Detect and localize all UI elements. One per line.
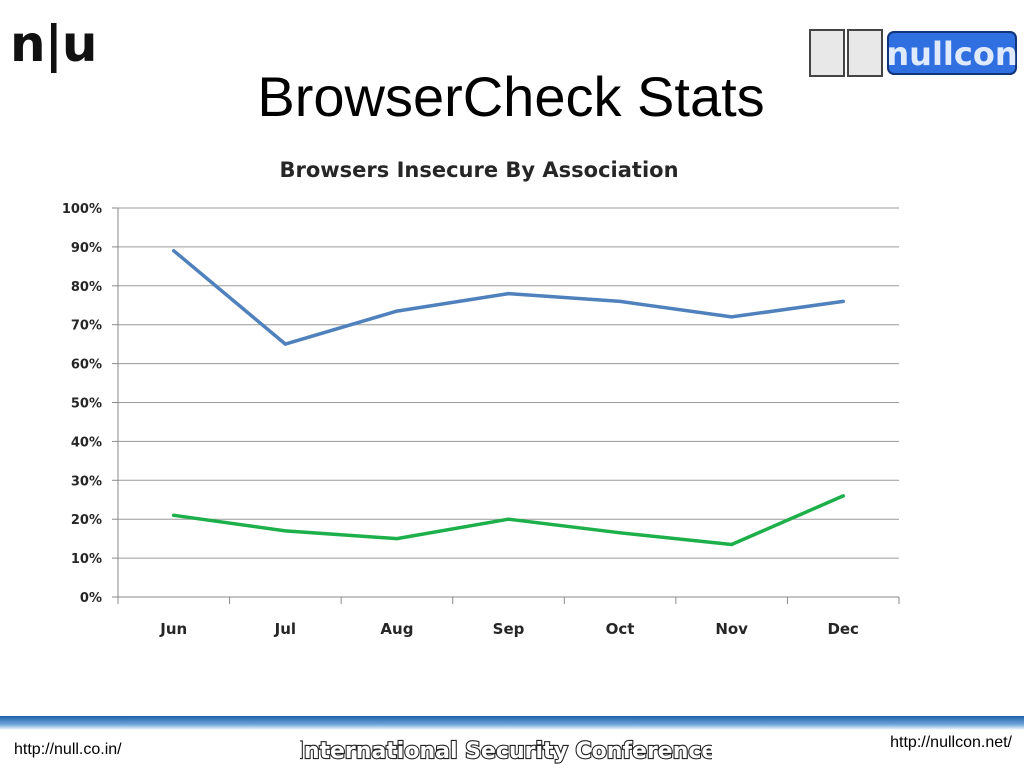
- y-tick-label: 30%: [71, 474, 102, 489]
- series-2-point: [283, 529, 287, 533]
- series-2-point: [618, 531, 622, 535]
- y-tick-label: 0%: [80, 591, 102, 606]
- series-1-point: [283, 342, 287, 346]
- nullcon-logo-text: nullcon: [886, 35, 1017, 73]
- series-1-point: [730, 315, 734, 319]
- x-tick-label: Jul: [274, 620, 296, 638]
- series-2-point: [506, 517, 511, 521]
- series-1-point: [172, 249, 176, 253]
- series-1-point: [841, 299, 845, 303]
- footer-bar: [0, 716, 1024, 730]
- series-2-point: [841, 494, 845, 498]
- series-1-point: [618, 299, 622, 303]
- x-tick-label: Dec: [827, 620, 859, 638]
- x-tick-label: Oct: [606, 620, 635, 638]
- series-2-point: [395, 537, 399, 541]
- series-1-point: [506, 291, 511, 296]
- x-tick-label: Jun: [159, 620, 187, 638]
- y-tick-label: 40%: [71, 435, 102, 450]
- footer-link-nullcon[interactable]: http://nullcon.net/: [890, 734, 1012, 751]
- x-tick-label: Nov: [715, 620, 748, 638]
- series-lines: [172, 249, 845, 547]
- y-tick-label: 10%: [71, 552, 102, 567]
- x-tick-label: Sep: [493, 620, 525, 638]
- line-chart: Browsers Insecure By Association 0% 10% 20…: [62, 158, 900, 638]
- chart-title: Browsers Insecure By Association: [279, 158, 678, 182]
- conference-banner: International Security Conference: [300, 738, 712, 764]
- y-tick-label: 50%: [71, 397, 102, 412]
- nullcon-logo: nullcon: [809, 29, 1018, 77]
- nu-logo: n|u: [10, 15, 97, 73]
- y-tick-label: 60%: [71, 358, 102, 373]
- x-axis-ticks: Jun Jul Aug Sep Oct Nov Dec: [117, 597, 900, 638]
- gridlines: [117, 207, 899, 598]
- x-tick-label: Aug: [380, 620, 413, 638]
- y-tick-label: 90%: [71, 241, 102, 256]
- series-line-1: [172, 249, 845, 346]
- y-tick-label: 100%: [62, 202, 102, 217]
- conference-banner-text: International Security Conference: [300, 739, 712, 764]
- series-2-point: [172, 513, 176, 517]
- series-1-point: [395, 309, 399, 313]
- slide-title: BrowserCheck Stats: [257, 65, 765, 128]
- footer-link-null[interactable]: http://null.co.in/: [14, 741, 122, 758]
- y-tick-label: 80%: [71, 280, 102, 295]
- series-2-point: [730, 542, 734, 547]
- y-axis-ticks: 0% 10% 20% 30% 40% 50% 60% 70% 80% 90% 100%: [62, 202, 118, 606]
- y-tick-label: 20%: [71, 513, 102, 528]
- y-tick-label: 70%: [71, 319, 102, 334]
